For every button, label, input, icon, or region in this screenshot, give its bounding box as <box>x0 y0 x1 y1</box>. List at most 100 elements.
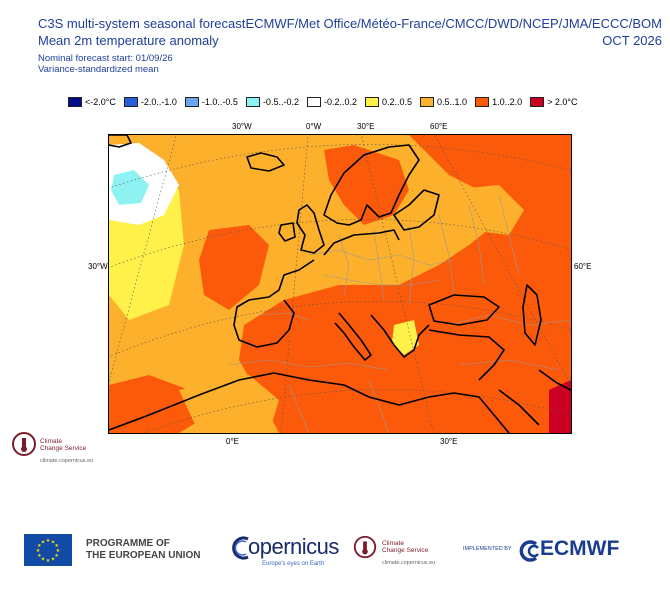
eu-star-icon: ★ <box>51 539 56 545</box>
lon-label-bottom-1: 0°E <box>226 437 239 446</box>
coast-iceland <box>246 152 285 172</box>
coast-persian-gulf <box>538 369 571 391</box>
coast-balkans <box>370 314 430 358</box>
country-borders <box>228 194 571 433</box>
eu-star-icon: ★ <box>37 553 42 559</box>
legend-label: 0.5..1.0 <box>437 97 468 107</box>
eu-star-icon: ★ <box>36 548 41 554</box>
warm-region-scandinavia <box>324 145 409 225</box>
legend-label: -0.5..-0.2 <box>262 97 299 107</box>
hot-region-southeast <box>549 380 571 433</box>
coast-great-britain <box>296 204 325 254</box>
legend-swatch <box>365 97 379 107</box>
legend-label: 1.0..2.0 <box>492 97 523 107</box>
copernicus-tagline: Europe's eyes on Earth <box>262 561 325 567</box>
legend-swatch <box>475 97 490 107</box>
eu-star-icon: ★ <box>46 538 51 544</box>
c3s-logo-small: Climate Change Service climate.copernicu… <box>10 430 100 466</box>
legend-item: <-2.0°C <box>68 97 116 107</box>
coast-caspian <box>522 284 542 346</box>
mild-patch-east <box>449 185 524 235</box>
eu-star-icon: ★ <box>46 558 51 564</box>
coast-scandinavia <box>323 144 420 226</box>
title-line-1: C3S multi-system seasonal forecast <box>38 16 246 31</box>
coast-black-sea <box>428 294 500 326</box>
copernicus-wordmark: opernicus <box>248 534 339 559</box>
c3s-small-line1: Climate <box>40 438 63 445</box>
legend-label: -1.0..-0.5 <box>201 97 238 107</box>
legend-item: 0.5..1.0 <box>420 97 467 107</box>
legend-item: -0.5..-0.2 <box>245 97 299 107</box>
lon-label-top-4: 60°E <box>430 122 448 131</box>
implemented-by: IMPLEMENTED BY <box>463 546 512 552</box>
coast-turkey <box>428 329 505 381</box>
copernicus-logo: opernicus Europe's eyes on Earth <box>232 533 339 573</box>
coast-baltic <box>393 189 440 231</box>
legend-swatch <box>306 97 321 107</box>
color-legend: <-2.0°C -2.0..-1.0 -1.0..-0.5 -0.5..-0.2 -0.… <box>68 97 585 107</box>
legend-swatch <box>184 97 199 107</box>
legend-swatch <box>420 97 435 107</box>
eu-star-icon: ★ <box>41 557 46 563</box>
c3s-footer-icon <box>353 535 377 559</box>
anomaly-map <box>108 134 572 434</box>
legend-label: -0.2..0.2 <box>323 97 357 107</box>
title-line-2: Mean 2m temperature anomaly <box>38 33 219 48</box>
legend-item: 0.2..0.5 <box>365 97 412 107</box>
eu-flag: ★ ★ ★ ★ ★ ★ ★ ★ ★ ★ ★ ★ <box>24 534 72 566</box>
legend-item: -0.2..0.2 <box>306 97 357 107</box>
legend-item: > 2.0°C <box>530 97 577 107</box>
warm-region-east <box>239 135 571 433</box>
c3s-small-url: climate.copernicus.eu <box>40 458 94 464</box>
eu-star-icon: ★ <box>54 553 59 559</box>
c3s-footer-line2: Change Service <box>382 547 429 554</box>
eu-star-icon: ★ <box>56 548 61 554</box>
eu-stars: ★ ★★★★★★★★★★★ <box>36 538 61 564</box>
c3s-logo-icon <box>12 432 36 456</box>
valid-month: OCT 2026 <box>602 33 662 48</box>
legend-label: > 2.0°C <box>547 97 578 107</box>
lon-label-top-2: 0°W <box>306 122 322 131</box>
legend-swatch <box>68 97 82 107</box>
c3s-small-line2: Change Service <box>40 445 87 452</box>
forecast-start: Nominal forecast start: 01/09/26 <box>38 53 173 64</box>
programme-line-1: PROGRAMME OF <box>86 538 170 549</box>
c3s-footer-url: climate.copernicus.eu <box>382 560 436 566</box>
mild-patch-africa <box>179 375 279 433</box>
eu-star-icon: ★ <box>54 543 59 549</box>
lon-label-top-1: 30°W <box>232 122 252 131</box>
coast-red-sea <box>478 389 540 433</box>
coast-continent-west <box>268 229 400 298</box>
c3s-footer-line1: Climate <box>382 540 405 547</box>
legend-item: 1.0..2.0 <box>475 97 522 107</box>
legend-swatch <box>245 97 260 107</box>
legend-label: <-2.0°C <box>85 97 116 107</box>
eu-star-icon: ★ <box>41 539 46 545</box>
legend-item: -1.0..-0.5 <box>184 97 238 107</box>
coast-iberia <box>233 296 295 348</box>
ecmwf-wordmark: ECMWF <box>540 537 620 560</box>
lat-label-left: 30°W <box>88 262 108 271</box>
lon-label-bottom-2: 30°E <box>440 437 458 446</box>
legend-label: -2.0..-1.0 <box>140 97 177 107</box>
coastlines <box>109 135 571 433</box>
lat-label-right: 60°E <box>574 262 592 271</box>
coast-ireland <box>278 222 296 242</box>
eu-star-icon: ★ <box>37 543 42 549</box>
provider-list: ECMWF/Met Office/Météo-France/CMCC/DWD/N… <box>245 16 662 31</box>
ecmwf-logo: ECMWF <box>514 537 654 565</box>
eu-star-icon: ★ <box>51 557 56 563</box>
legend-swatch <box>123 97 138 107</box>
graticule <box>109 135 571 433</box>
legend-label: 0.2..0.5 <box>382 97 413 107</box>
lon-label-top-3: 30°E <box>357 122 375 131</box>
map-svg <box>109 135 571 433</box>
coast-greenland <box>109 135 132 148</box>
coast-north-africa <box>109 372 480 431</box>
coast-italy <box>334 312 372 361</box>
mild-patch-central <box>319 235 409 275</box>
legend-item: -2.0..-1.0 <box>123 97 177 107</box>
programme-line-2: THE EUROPEAN UNION <box>86 550 201 561</box>
mild-region-greece <box>392 320 419 355</box>
warm-region-atlantic <box>199 225 269 310</box>
